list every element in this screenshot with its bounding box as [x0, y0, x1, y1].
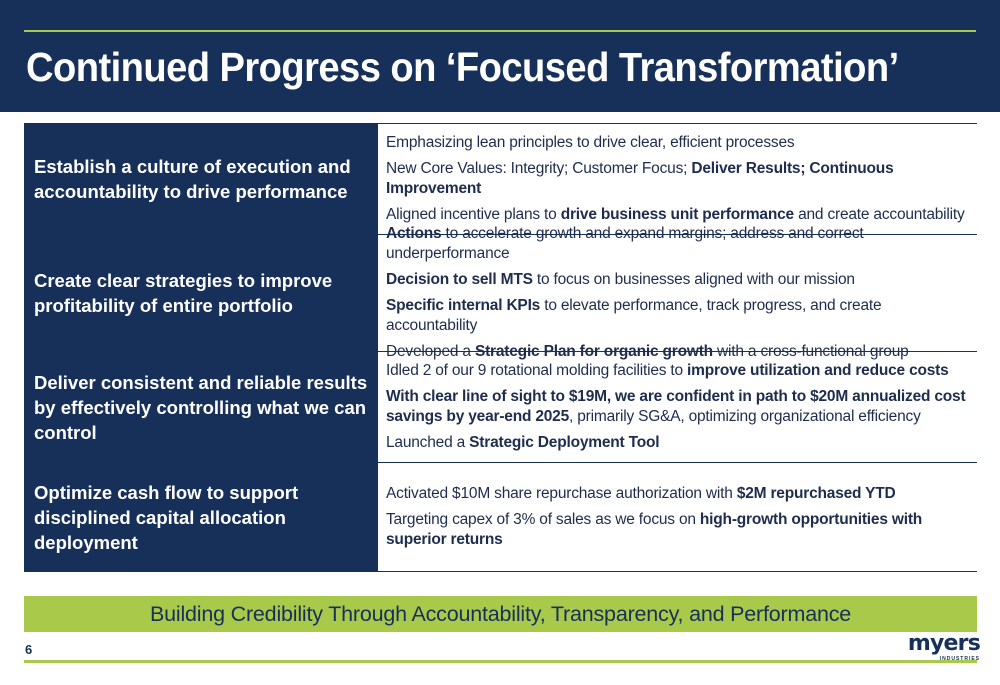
detail-line: Developed a Strategic Plan for organic g… [386, 342, 969, 362]
slide-title: Continued Progress on ‘Focused Transform… [26, 44, 899, 90]
detail-text: to focus on businesses aligned with our … [532, 271, 855, 288]
detail-line: Specific internal KPIs to elevate perfor… [386, 296, 969, 336]
logo-subtitle: INDUSTRIES [939, 656, 980, 662]
detail-line: Activated $10M share repurchase authoriz… [386, 484, 969, 504]
row-heading: Deliver consistent and reliable results … [24, 352, 378, 462]
row-details: Idled 2 of our 9 rotational molding faci… [378, 352, 977, 462]
row-details: Actions to accelerate growth and expand … [378, 225, 977, 360]
table-row: Create clear strategies to improve profi… [24, 225, 977, 360]
row-details: Activated $10M share repurchase authoriz… [378, 463, 977, 571]
footer-accent-rule [24, 660, 977, 663]
detail-text: and create accountability [793, 206, 965, 223]
detail-text: , primarily SG&A, optimizing organizatio… [569, 408, 921, 425]
row-heading: Optimize cash flow to support discipline… [24, 463, 378, 571]
logo-wordmark: myers [907, 631, 981, 656]
detail-text: Launched a [386, 434, 470, 451]
table-row: Establish a culture of execution and acc… [24, 123, 977, 234]
detail-line: Emphasizing lean principles to drive cle… [386, 133, 969, 153]
detail-emphasis: With clear line of sight to $19M, we are… [386, 388, 966, 425]
detail-line: Aligned incentive plans to drive busines… [386, 205, 969, 225]
detail-emphasis: Actions [386, 225, 442, 242]
detail-emphasis: drive business unit performance [560, 206, 794, 223]
detail-text: with a cross-functional group [712, 343, 909, 360]
detail-emphasis: Specific internal KPIs [386, 297, 541, 314]
detail-emphasis: Decision to sell MTS [386, 271, 533, 288]
company-logo: myers INDUSTRIES [905, 631, 981, 663]
detail-text: Emphasizing lean principles to drive cle… [386, 134, 795, 151]
detail-emphasis: high-growth opportunities with superior … [386, 511, 923, 548]
detail-line: With clear line of sight to $19M, we are… [386, 387, 969, 427]
detail-line: Actions to accelerate growth and expand … [386, 224, 969, 264]
detail-text: Activated $10M share repurchase authoriz… [386, 485, 737, 502]
detail-line: Launched a Strategic Deployment Tool [386, 433, 969, 453]
detail-text: Targeting capex of 3% of sales as we foc… [386, 511, 700, 528]
detail-text: New Core Values: Integrity; Customer Foc… [386, 160, 692, 177]
detail-line: Targeting capex of 3% of sales as we foc… [386, 510, 969, 550]
table-row: Deliver consistent and reliable results … [24, 351, 977, 462]
detail-emphasis: improve utilization and reduce costs [687, 362, 949, 379]
header-band: Continued Progress on ‘Focused Transform… [0, 0, 1000, 112]
detail-text: to accelerate growth and expand margins;… [386, 225, 864, 262]
row-heading: Create clear strategies to improve profi… [24, 235, 378, 351]
priorities-table: Establish a culture of execution and acc… [24, 123, 977, 572]
row-details: Emphasizing lean principles to drive cle… [378, 124, 977, 234]
detail-text: to elevate performance, track progress, … [386, 297, 882, 334]
detail-text: Idled 2 of our 9 rotational molding faci… [386, 362, 688, 379]
row-heading: Establish a culture of execution and acc… [24, 124, 378, 234]
page-number: 6 [25, 642, 33, 657]
detail-line: New Core Values: Integrity; Customer Foc… [386, 159, 969, 199]
detail-emphasis: Strategic Deployment Tool [469, 434, 660, 451]
detail-emphasis: Deliver Results; Continuous Improvement [386, 160, 894, 197]
header-accent-rule [24, 30, 976, 32]
tagline-banner: Building Credibility Through Accountabil… [24, 596, 977, 632]
detail-emphasis: $2M repurchased YTD [736, 485, 896, 502]
detail-text: Developed a [386, 343, 475, 360]
detail-text: Aligned incentive plans to [386, 206, 561, 223]
detail-line: Decision to sell MTS to focus on busines… [386, 270, 969, 290]
detail-emphasis: Strategic Plan for organic growth [474, 343, 713, 360]
detail-line: Idled 2 of our 9 rotational molding faci… [386, 361, 969, 381]
table-row: Optimize cash flow to support discipline… [24, 462, 977, 572]
